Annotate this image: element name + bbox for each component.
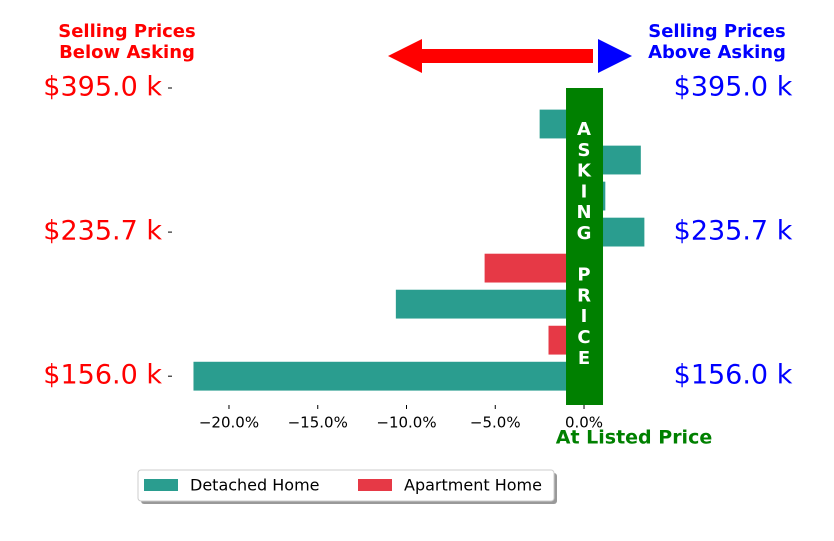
x-tick-label: −15.0% [288, 414, 348, 432]
band-letter: I [581, 181, 588, 202]
right-arrow [598, 39, 632, 73]
left-arrow [388, 39, 593, 73]
band-letter: G [577, 223, 592, 244]
x-tick-label: −20.0% [199, 414, 259, 432]
band-letter: A [577, 119, 591, 140]
x-tick-label: −5.0% [470, 414, 521, 432]
bar [395, 289, 585, 319]
legend-label: Apartment Home [404, 476, 542, 495]
left-label: Below Asking [59, 42, 195, 63]
y-tick-label: $156.0 k [43, 360, 162, 391]
right-label: Above Asking [648, 42, 786, 63]
bar [193, 361, 585, 391]
band-letter: K [577, 161, 592, 182]
band-letter: R [577, 285, 591, 306]
band-letter: S [578, 140, 591, 161]
band-letter: P [577, 265, 590, 286]
band-letter: E [578, 348, 590, 369]
legend-box [137, 469, 555, 502]
legend-swatch [144, 479, 178, 491]
band-letter: N [576, 202, 591, 223]
y-tick-label: $395.0 k [43, 72, 162, 103]
y2-tick-label: $395.0 k [674, 72, 793, 103]
asking-band [566, 88, 604, 405]
band-letter: I [581, 306, 588, 327]
y2-tick-label: $156.0 k [674, 360, 793, 391]
x-axis-label: At Listed Price [556, 427, 712, 449]
right-label: Selling Prices [648, 21, 785, 42]
legend-label: Detached Home [190, 476, 320, 495]
y-tick-label: $235.7 k [43, 216, 162, 247]
x-tick-label: −10.0% [376, 414, 436, 432]
x-tick-label: 0.0% [565, 414, 603, 432]
band-letter [581, 244, 587, 265]
band-letter: C [577, 327, 590, 348]
y2-tick-label: $235.7 k [674, 216, 793, 247]
legend-swatch [358, 479, 392, 491]
left-label: Selling Prices [58, 21, 195, 42]
